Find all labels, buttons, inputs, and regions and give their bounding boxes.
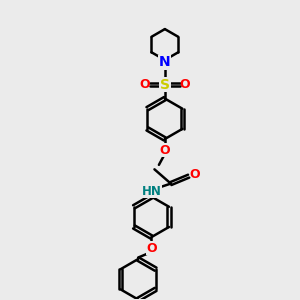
Text: O: O — [160, 143, 170, 157]
Text: O: O — [146, 242, 157, 255]
Text: O: O — [180, 78, 190, 91]
Text: O: O — [139, 78, 150, 91]
Text: HN: HN — [142, 184, 161, 197]
Text: N: N — [159, 55, 171, 69]
Text: S: S — [160, 78, 170, 92]
Text: O: O — [190, 168, 200, 181]
